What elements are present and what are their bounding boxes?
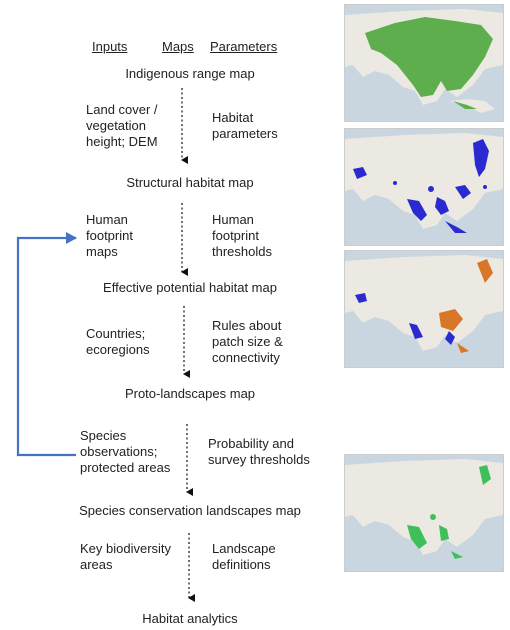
parameter-landscape: Landscape definitions [212,541,276,572]
stage-habitat-analytics: Habitat analytics [142,611,238,626]
input-countries: Countries; ecoregions [86,326,150,357]
input-species-observations: Species observations; protected areas [80,428,171,475]
parameter-habitat: Habitat parameters [212,110,278,141]
stage-structural-habitat: Structural habitat map [126,175,254,190]
effective-potential-habitat-map-image [344,250,504,368]
feedback-loop-arrow [16,232,77,457]
header-inputs: Inputs [92,39,128,54]
parameter-rules: Rules about patch size & connectivity [212,318,283,365]
input-key-biodiversity: Key biodiversity areas [80,541,172,572]
input-land-cover: Land cover / vegetation height; DEM [86,102,158,149]
species-conservation-landscapes-map-image [344,454,504,572]
stage-proto-landscapes: Proto-landscapes map [124,386,256,401]
stage-effective-habitat: Effective potential habitat map [103,280,277,295]
input-human-footprint: Human footprint maps [86,212,133,259]
stage-species-landscapes: Species conservation landscapes map [79,503,301,518]
stage-indigenous-range: Indigenous range map [125,66,255,81]
header-maps: Maps [162,39,194,54]
indigenous-range-map-image [344,4,504,122]
structural-habitat-map-image [344,128,504,246]
parameter-probability: Probability and survey thresholds [208,436,310,467]
parameter-human-footprint: Human footprint thresholds [212,212,272,259]
header-parameters: Parameters [210,39,278,54]
